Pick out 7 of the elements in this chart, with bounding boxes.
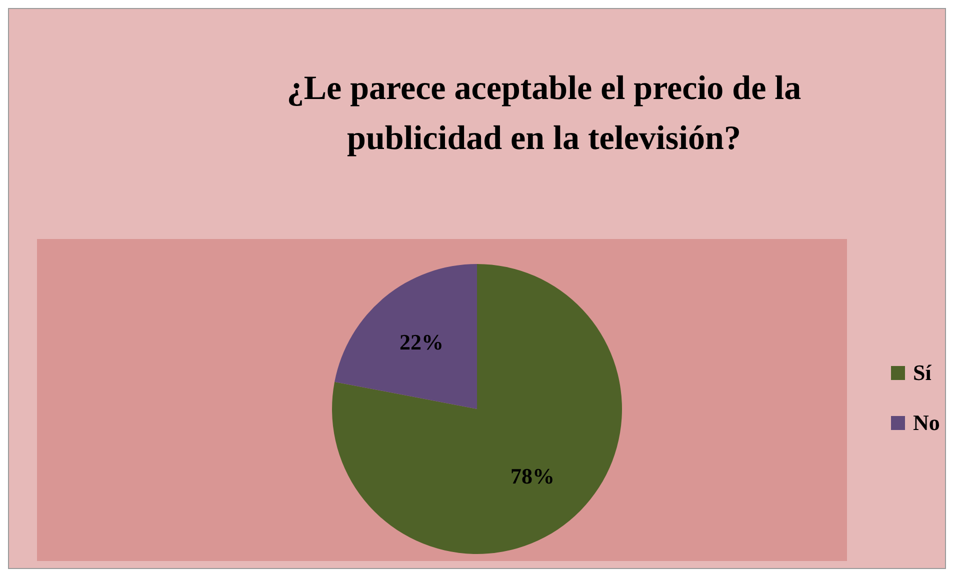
data-label: 22%: [400, 329, 444, 354]
pie-slice: [334, 264, 477, 409]
chart-title: ¿Le parece aceptable el precio de la publicidad en la televisión?: [286, 69, 802, 159]
pie-slice: [332, 264, 622, 554]
legend-label: Sí: [913, 360, 932, 386]
data-label: 78%: [510, 464, 554, 489]
legend-label: No: [913, 410, 940, 436]
